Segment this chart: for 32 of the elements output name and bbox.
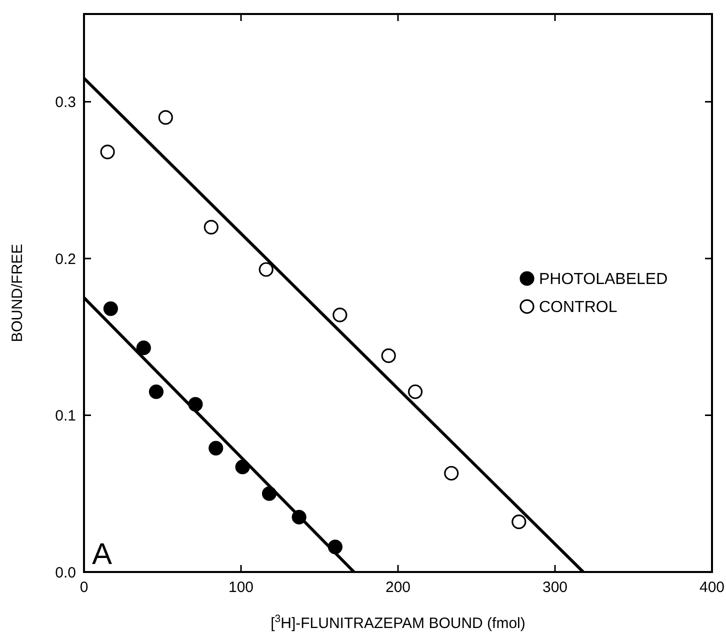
y-axis-title: BOUND/FREE [9, 244, 26, 342]
y-tick-label: 0.1 [55, 408, 76, 425]
point [158, 110, 173, 125]
point [512, 514, 526, 530]
x-tick-label: 400 [699, 579, 725, 596]
x-tick-label: 300 [542, 579, 568, 596]
annotation: A [92, 538, 112, 571]
point [444, 466, 459, 481]
point [328, 540, 342, 554]
point [208, 440, 224, 456]
x-tick-label: 0 [80, 579, 88, 596]
legend-label: CONTROL [539, 299, 618, 316]
x-tick-label: 200 [385, 579, 411, 596]
point [262, 486, 277, 501]
y-tick-label: 0.2 [55, 250, 76, 268]
point [258, 262, 274, 277]
point [148, 384, 164, 400]
point [292, 510, 306, 524]
x-axis-title: [$^{3}$H]-FLUNITRAZEPAM BOUND (fmol) [270, 613, 526, 632]
legend-label: PHOTOLABELED [539, 271, 668, 288]
point [188, 396, 203, 412]
point [136, 340, 151, 356]
point [100, 144, 115, 160]
point [204, 220, 218, 234]
point [408, 384, 423, 400]
x-tick-label: 100 [228, 579, 254, 596]
point [235, 460, 250, 474]
y-tick-label: 0.3 [55, 94, 76, 112]
point [103, 301, 118, 316]
point [381, 348, 396, 363]
point [332, 308, 348, 322]
y-tick-label: 0.0 [55, 564, 76, 582]
